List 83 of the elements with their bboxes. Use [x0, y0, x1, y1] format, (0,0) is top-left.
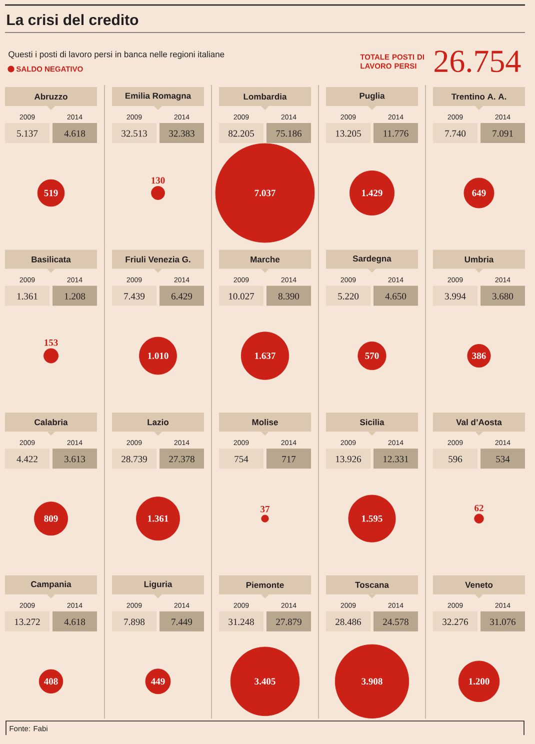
data-label: 3.613	[64, 456, 86, 462]
data-label: 1.200	[469, 678, 490, 685]
data-label: 37	[260, 506, 270, 512]
data-label: 32.383	[169, 130, 194, 137]
data-label: 7.449	[172, 618, 192, 626]
data-label: 809	[44, 515, 58, 522]
data-label: 3.908	[362, 678, 382, 685]
data-label: 7.037	[254, 190, 276, 196]
category-label: Toscana	[355, 582, 389, 588]
data-label: 534	[496, 456, 510, 462]
category-label: Abruzzo	[34, 93, 68, 100]
data-label: 13.272	[15, 618, 40, 626]
category-label: Veneto	[465, 582, 493, 588]
data-label: 3.680	[492, 293, 514, 300]
data-label: 570	[365, 352, 379, 359]
data-label: 4.650	[385, 293, 406, 300]
data-label: 1.208	[64, 293, 86, 300]
data-label: 82.205	[228, 130, 254, 137]
data-label: 1.361	[17, 293, 38, 300]
data-label: 28.486	[336, 618, 362, 626]
data-label: 27.378	[169, 456, 194, 462]
data-label: 4.422	[16, 456, 38, 462]
data-label: 596	[448, 456, 462, 462]
category-label: Basilicata	[32, 256, 71, 262]
data-label: 754	[234, 456, 248, 462]
category-label: Piemonte	[246, 582, 284, 588]
data-label: 32.276	[442, 618, 468, 626]
data-label: 8.390	[278, 293, 300, 300]
data-label: 1.637	[255, 352, 276, 360]
category-label: Lazio	[148, 418, 169, 426]
category-label: Trentino A. A.	[451, 93, 506, 100]
data-label: 4.618	[64, 130, 86, 137]
data-label: 4.618	[64, 618, 86, 626]
category-label: Sardegna	[352, 255, 392, 264]
category-label: Umbria	[464, 256, 494, 262]
data-label: 12.331	[384, 456, 408, 462]
text: Questi i posti di lavoro persi in banca nelle regioni italiane	[8, 51, 224, 59]
category-label: Puglia	[360, 92, 385, 100]
category-label: Friuli Venezia G.	[126, 256, 190, 262]
category-label: Molise	[252, 418, 278, 426]
data-label: 32.513	[122, 130, 147, 137]
data-label: 28.739	[122, 456, 147, 462]
data-label: 153	[44, 339, 58, 346]
data-label: 11.776	[384, 130, 408, 137]
data-label: 6.429	[171, 293, 192, 300]
data-label: 449	[151, 678, 165, 685]
data-label: 62	[474, 504, 484, 512]
data-label: 31.076	[490, 618, 516, 626]
category-label: Campania	[31, 580, 72, 589]
data-label: 130	[152, 177, 165, 184]
text: La crisi del credito	[7, 14, 138, 26]
data-label: 1.595	[362, 515, 382, 522]
data-label: 408	[44, 678, 58, 685]
data-label: 3.405	[254, 678, 276, 685]
data-label: 386	[472, 352, 486, 359]
data-label: 3.994	[445, 293, 466, 300]
category-label: Sicilia	[360, 418, 384, 426]
category-label: Emilia Romagna	[126, 92, 192, 100]
data-label: 13.205	[336, 130, 361, 137]
data-label: 1.429	[362, 190, 382, 196]
category-label: Liguria	[144, 580, 172, 589]
category-label: Calabria	[34, 418, 68, 426]
data-label: 519	[44, 190, 58, 196]
category-label: Marche	[250, 256, 280, 262]
data-label: 27.879	[276, 618, 302, 626]
text: 26.754	[434, 50, 521, 72]
data-label: 13.926	[336, 456, 362, 462]
data-label: 717	[282, 456, 296, 462]
data-label: 10.027	[229, 293, 254, 300]
data-label: 7.898	[124, 618, 145, 626]
data-label: 1.361	[148, 515, 168, 522]
data-label: 24.578	[383, 618, 408, 626]
data-label: 7.091	[492, 130, 513, 137]
data-label: 649	[472, 190, 486, 196]
data-label: 7.439	[124, 293, 145, 300]
data-label: 5.137	[17, 130, 38, 137]
category-label: Lombardia	[244, 93, 287, 100]
data-label: 5.220	[338, 293, 359, 300]
data-label: 7.740	[445, 130, 466, 137]
data-label: 1.010	[148, 352, 168, 360]
data-label: 75.186	[276, 130, 302, 137]
data-label: 31.248	[228, 618, 254, 626]
category-label: Val d’Aosta	[456, 418, 502, 426]
